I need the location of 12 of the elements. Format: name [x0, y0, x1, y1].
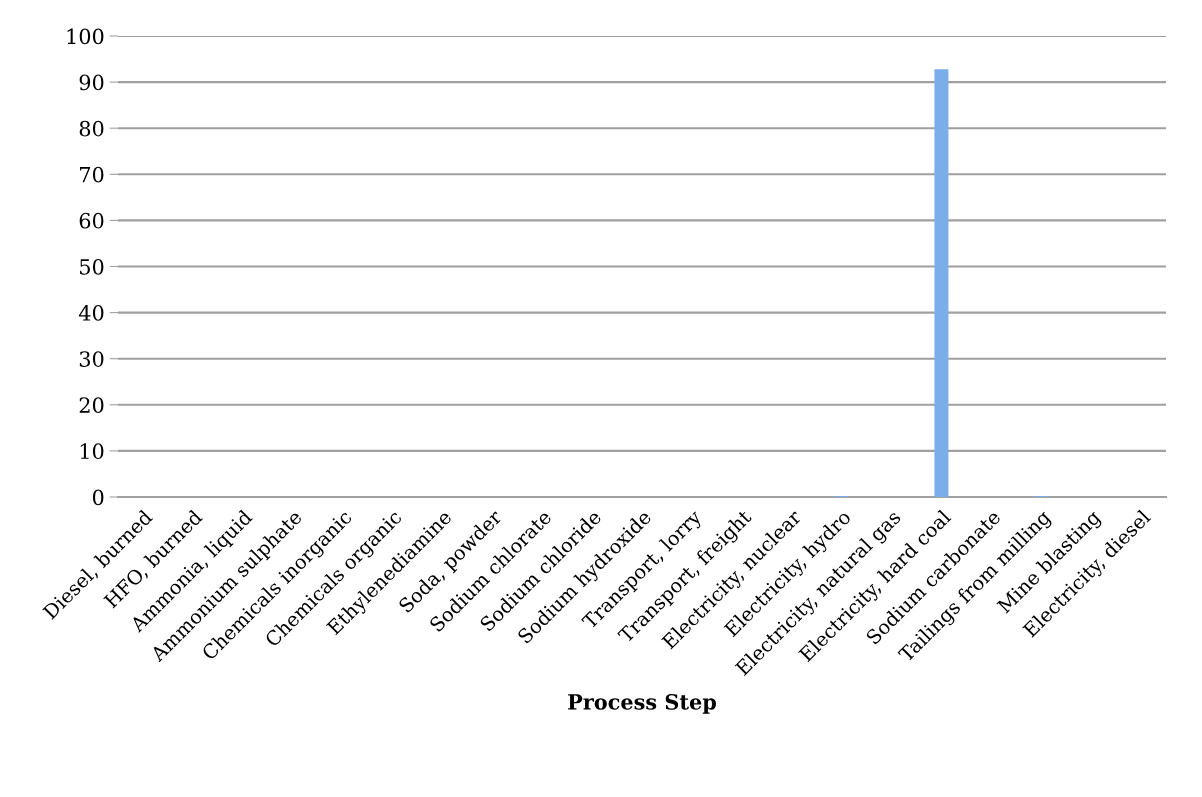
- y-tick-label: 30: [79, 351, 104, 367]
- y-tick-label: 70: [80, 166, 104, 183]
- y-tick-label: 90: [79, 74, 104, 91]
- y-tick-label: 40: [78, 305, 104, 321]
- y-tick-label: 50: [80, 258, 104, 275]
- y-tick-label: 60: [79, 212, 104, 229]
- y-tick-label: 80: [79, 120, 104, 137]
- y-tick-label: 10: [80, 443, 104, 460]
- y-tick-label: 0: [92, 489, 104, 506]
- x-axis-title: Process Step: [568, 693, 716, 714]
- y-tick-label: 100: [67, 28, 104, 45]
- y-tick-label: 20: [79, 397, 104, 414]
